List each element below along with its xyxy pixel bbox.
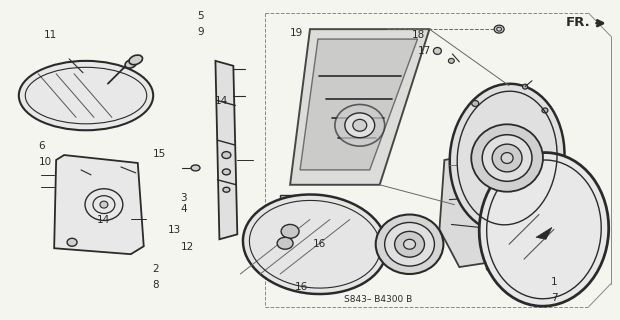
Text: 4: 4	[180, 204, 187, 214]
Text: 17: 17	[418, 45, 432, 56]
Ellipse shape	[191, 165, 200, 171]
Text: FR.: FR.	[566, 15, 591, 28]
Ellipse shape	[542, 108, 548, 113]
Ellipse shape	[492, 144, 522, 172]
FancyBboxPatch shape	[280, 212, 302, 224]
FancyBboxPatch shape	[280, 195, 308, 209]
Ellipse shape	[501, 153, 513, 164]
Ellipse shape	[125, 60, 136, 68]
Ellipse shape	[482, 135, 532, 181]
Text: 16: 16	[313, 239, 326, 249]
Ellipse shape	[129, 55, 143, 65]
Ellipse shape	[523, 84, 528, 89]
Text: 8: 8	[153, 280, 159, 290]
Text: 6: 6	[38, 141, 45, 151]
Text: 18: 18	[412, 30, 425, 40]
Text: 5: 5	[198, 11, 205, 21]
Ellipse shape	[404, 239, 415, 249]
Ellipse shape	[450, 84, 564, 232]
Ellipse shape	[67, 238, 77, 246]
Text: 2: 2	[153, 264, 159, 275]
Ellipse shape	[335, 105, 384, 146]
Polygon shape	[215, 61, 237, 239]
Text: 14: 14	[97, 215, 110, 225]
Text: 3: 3	[180, 193, 187, 203]
Polygon shape	[440, 148, 534, 267]
Ellipse shape	[223, 169, 231, 175]
Ellipse shape	[471, 124, 543, 192]
Text: 10: 10	[38, 156, 51, 167]
Ellipse shape	[433, 47, 441, 54]
Ellipse shape	[394, 231, 425, 257]
Ellipse shape	[473, 199, 501, 220]
Text: 1: 1	[551, 277, 557, 287]
Text: 12: 12	[180, 242, 193, 252]
Ellipse shape	[100, 201, 108, 208]
Ellipse shape	[468, 150, 474, 154]
Ellipse shape	[222, 152, 231, 158]
Polygon shape	[290, 29, 430, 185]
Ellipse shape	[223, 187, 230, 192]
Ellipse shape	[376, 214, 443, 274]
Polygon shape	[300, 39, 417, 170]
Ellipse shape	[19, 61, 153, 130]
Ellipse shape	[277, 237, 293, 249]
Ellipse shape	[448, 58, 454, 63]
Text: S843– B4300 B: S843– B4300 B	[344, 295, 412, 304]
Ellipse shape	[502, 239, 507, 243]
Ellipse shape	[345, 113, 374, 138]
Text: 11: 11	[43, 30, 56, 40]
Text: 7: 7	[551, 293, 557, 303]
Ellipse shape	[479, 153, 609, 306]
Ellipse shape	[487, 267, 492, 271]
Polygon shape	[54, 155, 144, 254]
Text: 16: 16	[294, 282, 308, 292]
Polygon shape	[536, 228, 552, 239]
Text: 14: 14	[215, 96, 228, 106]
Ellipse shape	[353, 119, 367, 131]
Ellipse shape	[472, 100, 479, 107]
Text: 13: 13	[168, 225, 181, 235]
Ellipse shape	[243, 195, 387, 294]
Ellipse shape	[494, 25, 504, 33]
Text: 15: 15	[153, 149, 166, 159]
Text: 19: 19	[290, 28, 304, 38]
Ellipse shape	[281, 224, 299, 238]
Text: 9: 9	[198, 27, 205, 36]
Ellipse shape	[384, 222, 435, 266]
